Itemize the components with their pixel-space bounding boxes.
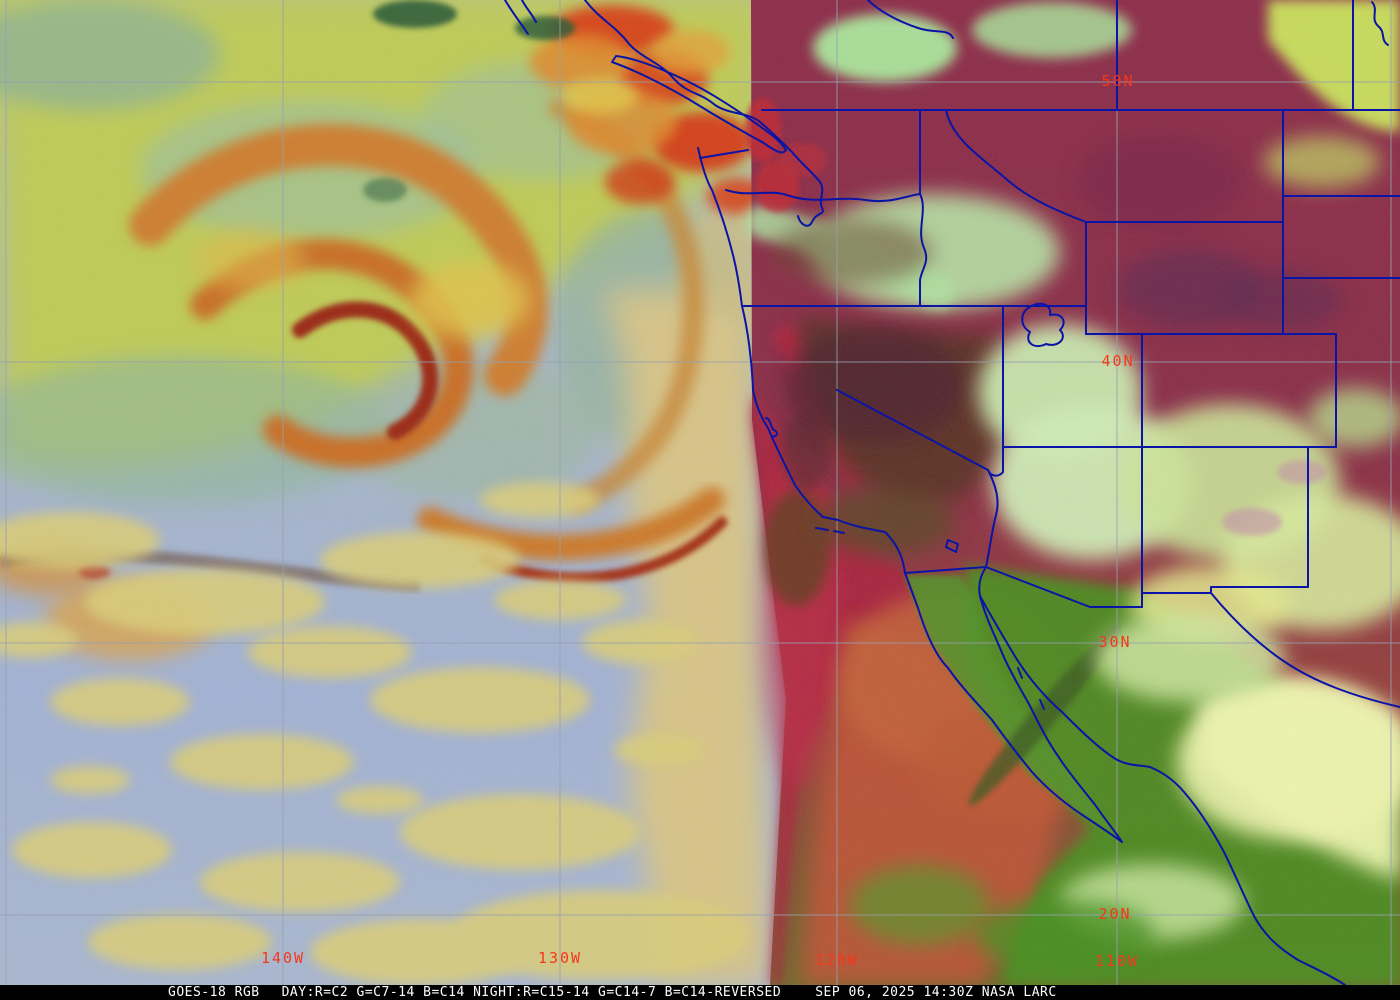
border-us-mexico: [904, 566, 1309, 608]
grid-coordinate-label: 140W: [261, 949, 305, 967]
grid-coordinate-label: 130W: [538, 949, 582, 967]
caption-product: GOES-18 RGB: [168, 985, 260, 1000]
border-or-id: [919, 193, 928, 307]
bc-river: [867, 0, 954, 39]
border-id-mt: [945, 109, 1087, 223]
grid-coordinate-label: 20N: [1098, 905, 1131, 923]
map-boundaries: [504, 0, 1400, 985]
rio-grande: [1210, 592, 1400, 708]
caption-recipe: DAY:R=C2 G=C7-14 B=C14 NIGHT:R=C15-14 G=…: [281, 985, 782, 1000]
grid-coordinate-label: 30N: [1098, 633, 1131, 651]
bc-islands: [504, 0, 537, 35]
caption-bar: GOES-18 RGB DAY:R=C2 G=C7-14 B=C14 NIGHT:…: [0, 985, 1400, 1000]
grid-coordinate-label: 110W: [1095, 952, 1139, 970]
caption-timestamp: SEP 06, 2025 14:30Z NASA LARC: [815, 985, 1057, 1000]
gulf-islands: [1017, 667, 1045, 710]
grid-coordinate-label: 40N: [1101, 352, 1134, 370]
vancouver-island: [611, 55, 787, 154]
grid-coordinate-label: 120W: [815, 951, 859, 969]
canada-lake: [1371, 1, 1389, 46]
salton-sea: [945, 539, 959, 553]
sf-bay: [765, 417, 778, 438]
grid-labels: 140W 130W 120W 110W 50N 40N 30N 20N: [261, 72, 1139, 970]
coastline-mainland-mx: [979, 595, 1346, 985]
channel-islands: [815, 527, 845, 534]
great-salt-lake: [1021, 302, 1065, 348]
strait-juan-de-fuca: [699, 149, 749, 159]
border-ca-nv: [836, 389, 999, 568]
border-wa-or: [725, 189, 921, 203]
grid-coordinate-label: 50N: [1101, 72, 1134, 90]
coastline-pacific: [584, 0, 1123, 843]
